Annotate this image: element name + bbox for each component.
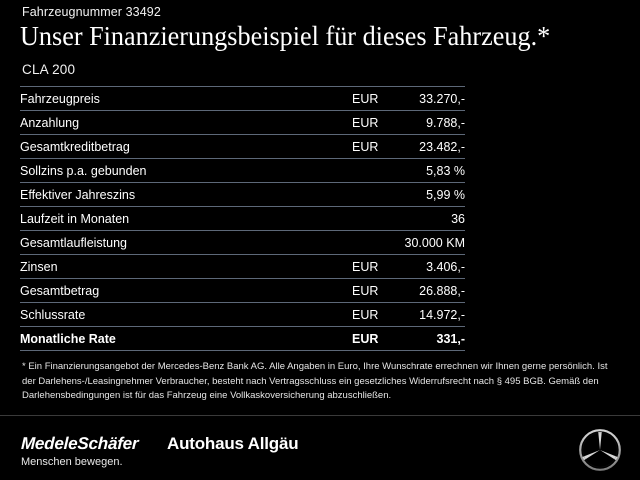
row-label: Anzahlung — [20, 110, 326, 135]
table-row: Gesamtlaufleistung 30.000 KM — [20, 230, 465, 255]
footnote-text: * Ein Finanzierungsangebot der Mercedes-… — [22, 361, 608, 401]
row-currency: EUR — [325, 326, 379, 351]
row-currency — [325, 206, 379, 231]
vehicle-model: CLA 200 — [22, 62, 76, 77]
row-value: 331,- — [378, 326, 465, 351]
row-currency — [325, 158, 379, 183]
table-row: Laufzeit in Monaten 36 — [20, 206, 465, 231]
row-value: 5,83 % — [378, 158, 465, 183]
table-row: Gesamtbetrag EUR 26.888,- — [20, 278, 465, 303]
row-value: 36 — [378, 206, 465, 231]
table-row: Effektiver Jahreszins 5,99 % — [20, 182, 465, 207]
row-currency: EUR — [325, 254, 379, 279]
row-value: 3.406,- — [378, 254, 465, 279]
table-row: Anzahlung EUR 9.788,- — [20, 110, 465, 135]
financing-table: Fahrzeugpreis EUR 33.270,- Anzahlung EUR 9.78… — [20, 86, 465, 351]
row-value: 23.482,- — [378, 134, 465, 159]
row-label: Sollzins p.a. gebunden — [20, 158, 326, 183]
footer-divider — [0, 415, 640, 416]
row-currency: EUR — [325, 302, 379, 327]
footer: MedeleSchäfer Menschen bewegen. Autohaus… — [0, 416, 640, 480]
vehicle-number: Fahrzeugnummer 33492 — [22, 5, 161, 19]
row-value: 30.000 KM — [378, 230, 465, 255]
table-row: Monatliche Rate EUR 331,- — [20, 326, 465, 351]
row-currency: EUR — [325, 110, 379, 135]
row-label: Monatliche Rate — [20, 326, 326, 351]
row-label: Gesamtlaufleistung — [20, 230, 326, 255]
dealer-brand-primary: MedeleSchäfer — [20, 434, 139, 453]
table-row: Fahrzeugpreis EUR 33.270,- — [20, 86, 465, 111]
row-value: 33.270,- — [378, 86, 465, 111]
row-label: Schlussrate — [20, 302, 326, 327]
table-row: Sollzins p.a. gebunden 5,83 % — [20, 158, 465, 183]
row-label: Gesamtkreditbetrag — [20, 134, 326, 159]
dealer-brand-secondary: Autohaus Allgäu — [167, 434, 299, 453]
row-currency: EUR — [325, 278, 379, 303]
row-currency — [325, 230, 379, 255]
mercedes-benz-star-icon — [579, 429, 621, 471]
row-currency — [325, 182, 379, 207]
row-currency: EUR — [325, 86, 379, 111]
row-label: Zinsen — [20, 254, 326, 279]
row-currency: EUR — [325, 134, 379, 159]
row-value: 14.972,- — [378, 302, 465, 327]
row-label: Fahrzeugpreis — [20, 86, 326, 111]
row-label: Laufzeit in Monaten — [20, 206, 326, 231]
page-title: Unser Finanzierungsbeispiel für dieses F… — [20, 21, 551, 51]
table-row: Zinsen EUR 3.406,- — [20, 254, 465, 279]
dealer-brand-tagline: Menschen bewegen. — [21, 456, 123, 468]
table-row: Schlussrate EUR 14.972,- — [20, 302, 465, 327]
row-label: Effektiver Jahreszins — [20, 182, 326, 207]
table-row: Gesamtkreditbetrag EUR 23.482,- — [20, 134, 465, 159]
row-label: Gesamtbetrag — [20, 278, 326, 303]
row-value: 9.788,- — [378, 110, 465, 135]
row-value: 26.888,- — [378, 278, 465, 303]
financing-table-body: Fahrzeugpreis EUR 33.270,- Anzahlung EUR 9.78… — [20, 86, 465, 351]
row-value: 5,99 % — [378, 182, 465, 207]
